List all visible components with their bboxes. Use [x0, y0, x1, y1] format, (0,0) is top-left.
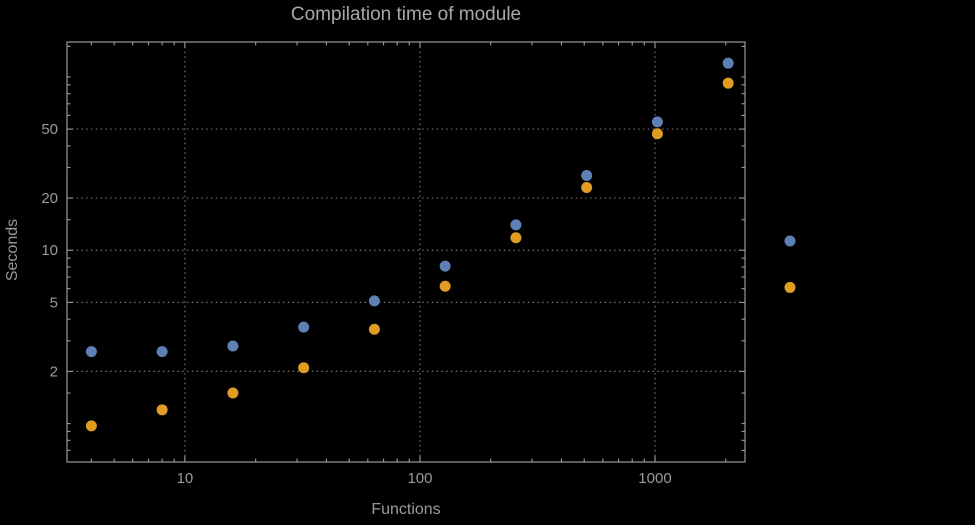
data-point-series-2-orange — [368, 323, 380, 335]
data-point-series-1-blue — [85, 346, 97, 358]
y-tick-label: 2 — [50, 363, 58, 380]
y-tick-label: 20 — [41, 190, 58, 207]
data-point-series-1-blue — [439, 260, 451, 272]
data-point-series-1-blue — [722, 57, 734, 69]
data-point-series-2-orange — [85, 420, 97, 432]
data-point-series-2-orange — [581, 182, 593, 194]
data-point-series-1-blue — [368, 295, 380, 307]
data-point-series-1-blue — [581, 169, 593, 181]
x-tick-label: 10 — [177, 470, 194, 487]
data-point-series-2-orange — [227, 387, 239, 399]
y-tick-label: 10 — [41, 242, 58, 259]
data-point-series-2-orange — [298, 362, 310, 374]
data-point-series-1-blue — [227, 340, 239, 352]
data-point-series-2-orange — [439, 280, 451, 292]
legend-marker — [784, 281, 796, 293]
data-point-series-2-orange — [651, 128, 663, 140]
data-point-series-2-orange — [156, 404, 168, 416]
data-point-series-2-orange — [722, 77, 734, 89]
chart-title: Compilation time of module — [290, 4, 522, 25]
x-tick-label: 1000 — [638, 470, 671, 487]
y-tick-label: 5 — [50, 294, 58, 311]
data-point-series-1-blue — [651, 116, 663, 128]
data-point-series-1-blue — [298, 321, 310, 333]
y-axis-label: Seconds — [4, 218, 21, 282]
plot-frame — [66, 41, 746, 463]
data-point-series-1-blue — [510, 219, 522, 231]
legend-marker — [784, 235, 796, 247]
y-tick-label: 50 — [41, 121, 58, 138]
x-axis-label: Functions — [371, 501, 441, 518]
x-tick-label: 100 — [407, 470, 432, 487]
data-point-series-2-orange — [510, 232, 522, 244]
data-point-series-1-blue — [156, 346, 168, 358]
